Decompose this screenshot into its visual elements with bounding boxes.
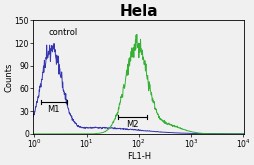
Text: control: control bbox=[48, 28, 77, 37]
Title: Hela: Hela bbox=[119, 4, 157, 19]
Text: M1: M1 bbox=[47, 105, 60, 114]
Text: M2: M2 bbox=[125, 120, 138, 129]
X-axis label: FL1-H: FL1-H bbox=[126, 152, 150, 161]
Y-axis label: Counts: Counts bbox=[4, 62, 13, 92]
